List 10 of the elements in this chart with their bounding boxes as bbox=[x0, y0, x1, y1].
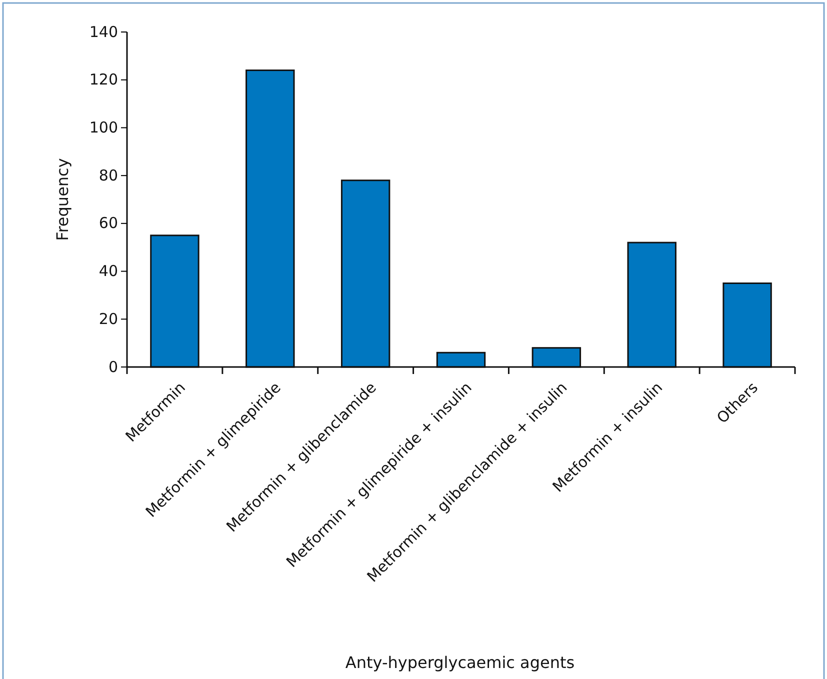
y-tick-label: 0 bbox=[108, 358, 118, 376]
y-tick-label: 40 bbox=[98, 262, 118, 280]
y-tick-label: 60 bbox=[98, 214, 118, 232]
y-tick-label: 20 bbox=[98, 310, 118, 328]
x-axis-title: Anty-hyperglycaemic agents bbox=[345, 653, 575, 672]
y-tick-label: 100 bbox=[89, 118, 118, 137]
y-tick-label: 140 bbox=[89, 22, 118, 41]
y-axis-title: Frequency bbox=[53, 158, 72, 241]
y-tick-label: 120 bbox=[89, 70, 118, 89]
y-tick-label: 80 bbox=[98, 166, 118, 184]
